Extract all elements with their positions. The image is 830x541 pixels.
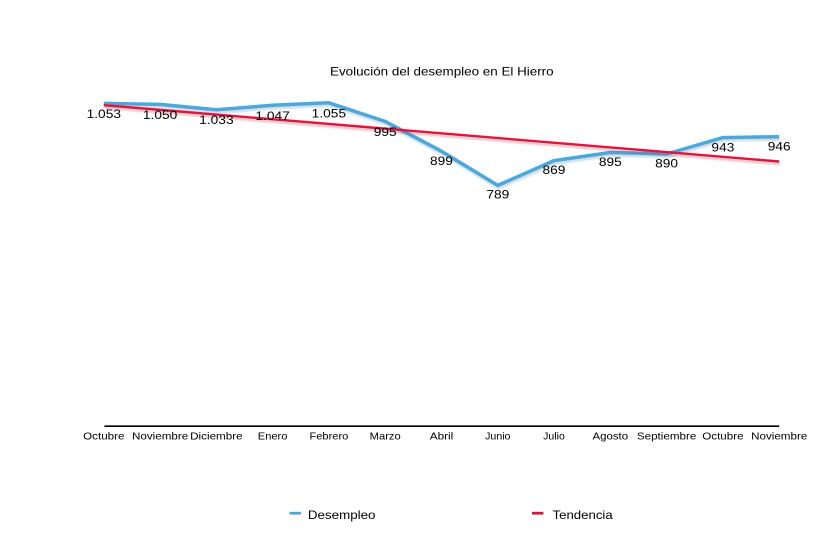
svg-text:Octubre: Octubre <box>83 432 125 443</box>
svg-text:890: 890 <box>655 157 678 171</box>
svg-text:Octubre: Octubre <box>702 432 744 443</box>
svg-text:Enero: Enero <box>258 432 288 443</box>
svg-text:Febrero: Febrero <box>310 432 349 443</box>
svg-text:1.055: 1.055 <box>312 107 347 121</box>
svg-text:1.033: 1.033 <box>199 113 234 127</box>
svg-text:1.050: 1.050 <box>143 108 178 122</box>
svg-text:Julio: Julio <box>543 432 565 443</box>
svg-text:Agosto: Agosto <box>593 432 629 443</box>
svg-text:943: 943 <box>711 141 734 155</box>
svg-text:1.053: 1.053 <box>87 107 122 121</box>
svg-text:Junio: Junio <box>485 432 511 443</box>
svg-text:Noviembre: Noviembre <box>751 432 807 443</box>
svg-text:Evolución del desempleo en El: Evolución del desempleo en El Hierro <box>330 65 554 79</box>
svg-text:789: 789 <box>486 187 509 201</box>
svg-text:895: 895 <box>599 155 622 169</box>
svg-text:Diciembre: Diciembre <box>190 432 243 443</box>
svg-text:1.047: 1.047 <box>255 109 290 123</box>
svg-text:Noviembre: Noviembre <box>132 432 188 443</box>
svg-text:946: 946 <box>768 140 791 154</box>
svg-text:Marzo: Marzo <box>370 432 401 443</box>
svg-text:899: 899 <box>430 154 453 168</box>
svg-text:995: 995 <box>374 125 397 139</box>
svg-text:Abril: Abril <box>430 432 454 443</box>
svg-text:Desempleo: Desempleo <box>308 508 376 522</box>
svg-text:Tendencia: Tendencia <box>553 508 614 522</box>
svg-text:869: 869 <box>543 163 566 177</box>
svg-text:Septiembre: Septiembre <box>637 432 697 443</box>
